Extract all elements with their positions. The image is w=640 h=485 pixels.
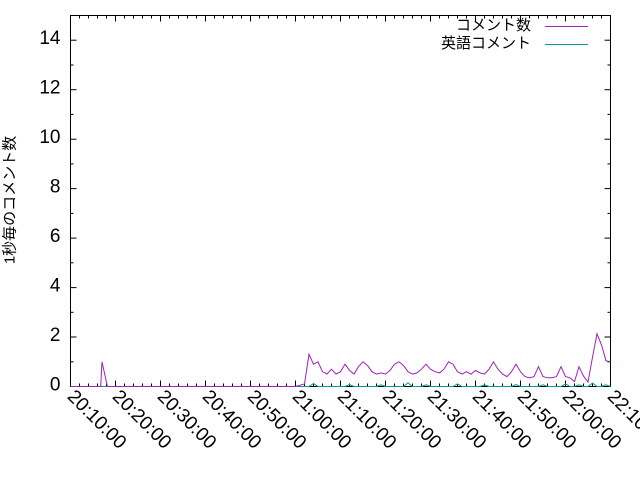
svg-text:英語コメント: 英語コメント [441, 34, 531, 52]
svg-text:4: 4 [50, 276, 61, 297]
svg-text:14: 14 [39, 28, 61, 49]
svg-text:1秒毎のコメント数: 1秒毎のコメント数 [2, 136, 19, 264]
svg-text:6: 6 [50, 226, 61, 247]
svg-text:0: 0 [50, 375, 61, 396]
svg-text:コメント数: コメント数 [456, 17, 531, 34]
svg-text:12: 12 [39, 78, 60, 99]
svg-text:10: 10 [39, 127, 60, 148]
svg-text:8: 8 [50, 177, 61, 198]
svg-text:2: 2 [50, 325, 61, 346]
